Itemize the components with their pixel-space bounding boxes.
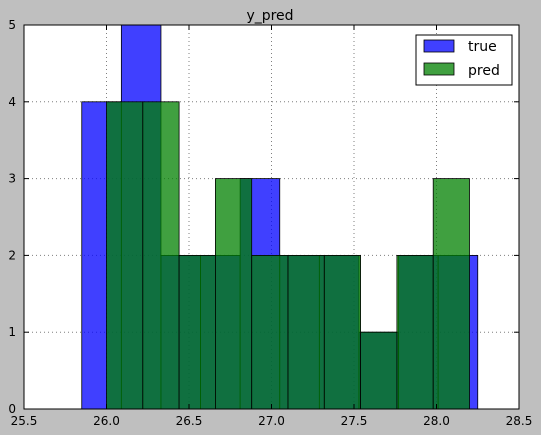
y-tick-label: 1	[8, 325, 16, 339]
bar-pred	[106, 101, 144, 410]
x-tick-label: 26.0	[93, 414, 120, 428]
y-tick-label: 4	[8, 95, 16, 109]
bar-pred	[287, 254, 325, 410]
legend-swatch-true	[423, 39, 455, 53]
plot-area: 25.5 26.0 26.5 27.0 27.5 28.0 28.5 0 1 2 3 4 5	[8, 18, 532, 428]
x-tick-label: 25.5	[11, 414, 38, 428]
bar-pred	[323, 254, 361, 410]
bar-pred	[432, 178, 470, 410]
x-tick-label: 28.0	[423, 414, 450, 428]
bar-pred	[214, 178, 253, 410]
y-tick-label: 5	[8, 18, 16, 32]
bar-pred	[142, 101, 180, 410]
bar-pred	[251, 254, 289, 410]
legend-label-pred: pred	[468, 63, 500, 79]
x-tick-label: 27.0	[258, 414, 285, 428]
x-tick-label: 27.5	[341, 414, 368, 428]
bar-pred	[178, 254, 216, 410]
y-tick-label: 0	[8, 402, 16, 416]
chart-title: y_pred	[246, 8, 293, 24]
x-tick-label: 28.5	[506, 414, 533, 428]
bar-pred	[396, 254, 434, 410]
legend: true pred	[415, 34, 513, 86]
x-tick-label: 26.5	[176, 414, 203, 428]
bar-pred	[360, 331, 398, 410]
y-tick-label: 2	[8, 248, 16, 262]
legend-label-true: true	[468, 39, 497, 55]
y-tick-label: 3	[8, 172, 16, 186]
legend-swatch-pred	[423, 62, 455, 76]
